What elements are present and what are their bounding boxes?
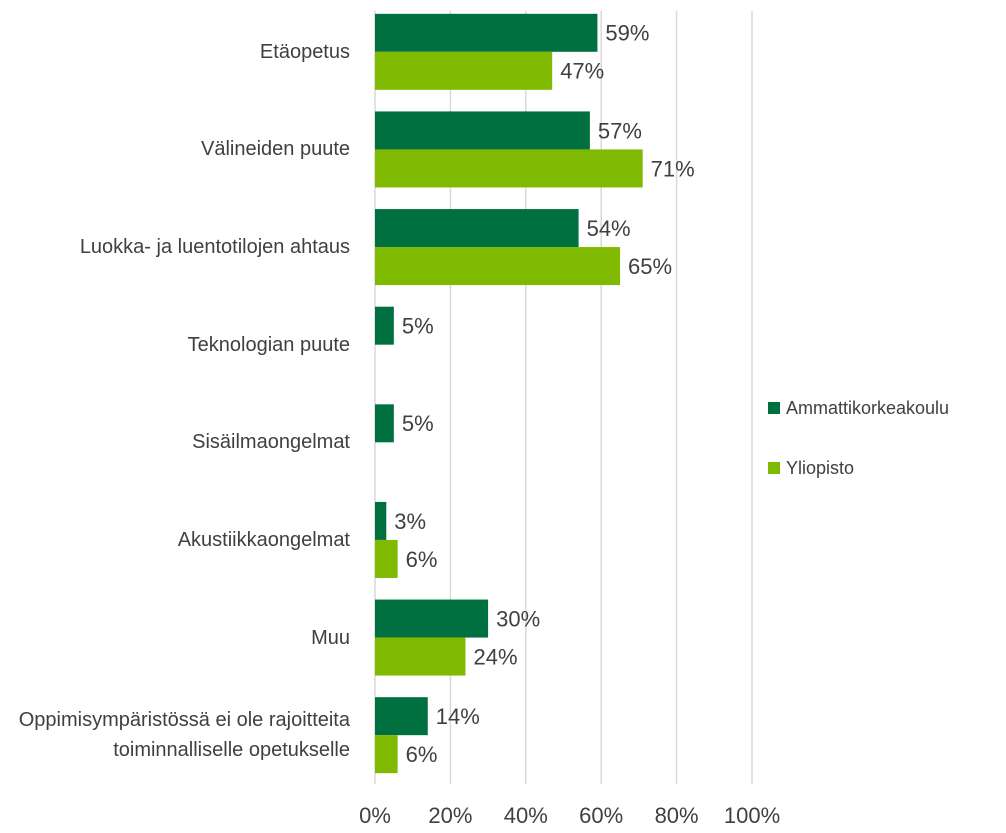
bar [375, 247, 621, 286]
y-tick-label: Muu [311, 626, 350, 649]
value-label: 5% [402, 411, 434, 436]
legend-swatch [768, 402, 780, 414]
x-tick-label: 0% [359, 803, 391, 828]
bar [375, 404, 394, 443]
value-label: 57% [598, 118, 642, 143]
value-label: 30% [496, 606, 540, 631]
x-tick-label: 20% [428, 803, 472, 828]
x-tick-label: 60% [579, 803, 623, 828]
legend-label: Yliopisto [786, 458, 854, 478]
value-label: 6% [406, 547, 438, 572]
value-label: 54% [587, 216, 631, 241]
y-tick-label: Teknologian puute [187, 333, 350, 356]
bar [375, 209, 579, 248]
bar [375, 306, 394, 345]
bar [375, 111, 590, 150]
value-label: 5% [402, 314, 434, 339]
y-tick-label: Luokka- ja luentotilojen ahtaus [79, 236, 350, 259]
bar [375, 501, 387, 540]
x-tick-label: 40% [504, 803, 548, 828]
value-label: 59% [605, 21, 649, 46]
bar [375, 735, 398, 774]
bar [375, 539, 398, 578]
bar [375, 51, 553, 90]
value-label: 65% [628, 254, 672, 279]
value-label: 47% [560, 59, 604, 84]
y-tick-label: Sisäilmaongelmat [192, 431, 350, 454]
y-tick-label: Akustiikkaongelmat [177, 528, 350, 551]
y-tick-label: Etäopetus [259, 40, 350, 63]
bar [375, 637, 466, 676]
value-label: 14% [436, 704, 480, 729]
value-label: 6% [406, 742, 438, 767]
x-tick-label: 80% [655, 803, 699, 828]
bar [375, 697, 428, 736]
value-label: 24% [473, 644, 517, 669]
bar [375, 13, 598, 52]
value-label: 71% [651, 156, 695, 181]
value-label: 3% [394, 509, 426, 534]
bar [375, 149, 643, 188]
legend-swatch [768, 462, 780, 474]
y-tick-label: Oppimisympäristössä ei ole rajoitteita t… [18, 709, 350, 762]
y-tick-label: Välineiden puute [200, 138, 350, 161]
legend-label: Ammattikorkeakoulu [786, 398, 949, 418]
bar [375, 599, 489, 638]
x-tick-label: 100% [724, 803, 780, 828]
